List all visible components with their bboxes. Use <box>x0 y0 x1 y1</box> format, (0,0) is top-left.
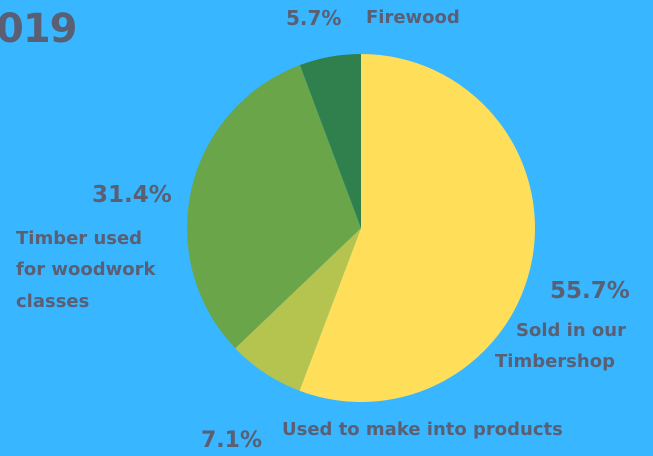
pie-slice-timbershop <box>299 54 535 402</box>
pie-slice-products <box>235 228 361 391</box>
slice-value-label-firewood: 5.7% <box>286 6 342 30</box>
chart-title: 019 <box>0 6 77 52</box>
slice-label-timbershop-line-2: Timbershop <box>495 351 615 372</box>
slice-label-firewood: Firewood <box>366 7 460 28</box>
slice-label-woodwork-line-1: Timber used <box>16 228 143 249</box>
slice-value-label-products: 7.1% <box>201 428 263 453</box>
pie-slice-firewood <box>299 54 361 228</box>
slice-label-timbershop-line-1: Sold in our <box>516 320 626 341</box>
slice-label-woodwork-line-3: classes <box>16 291 90 312</box>
pie-slice-woodwork <box>186 65 361 349</box>
slice-label-woodwork-line-2: for woodwork <box>16 259 156 280</box>
slice-label-products: Used to make into products <box>282 419 563 440</box>
slice-value-label-timbershop: 55.7% <box>550 278 630 304</box>
slice-value-label-woodwork: 31.4% <box>92 182 172 208</box>
